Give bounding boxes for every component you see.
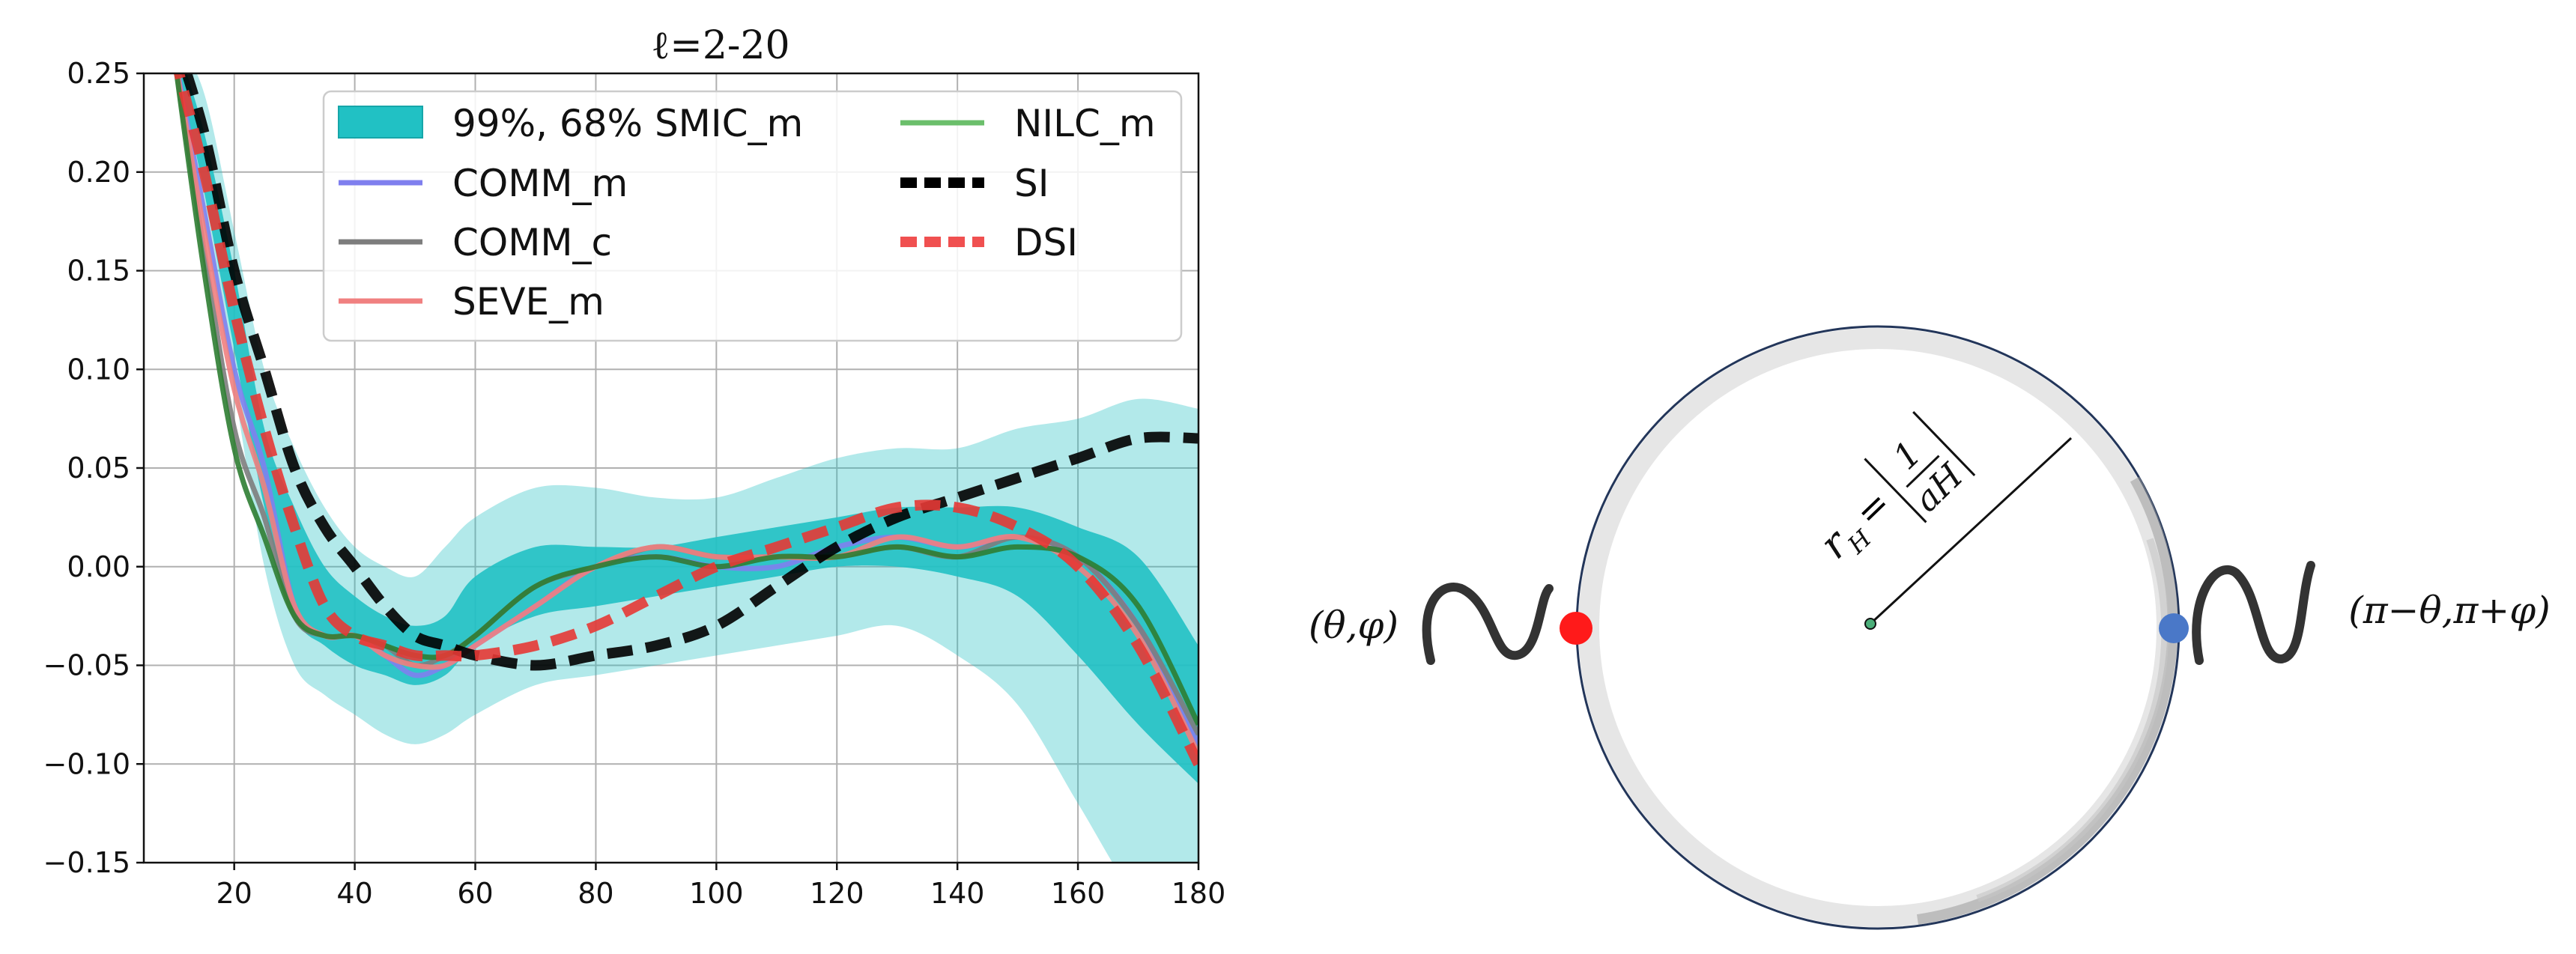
y-tick-label: 0.00 — [67, 550, 130, 583]
x-tick-label: 140 — [930, 877, 985, 910]
legend-frame — [322, 90, 1183, 342]
legend-label: SI — [1014, 162, 1049, 205]
x-tick-label: 40 — [336, 877, 372, 910]
legend-swatch — [338, 106, 423, 139]
legend-label: 99%, 68% SMIC_m — [452, 102, 803, 145]
series-dsi — [173, 73, 1198, 767]
y-tick-label: 0.25 — [67, 57, 130, 90]
chart: ℓ=2-20 20 40 60 80 100 120 140 160 180 −0.15 −0.10… — [43, 23, 1226, 910]
legend-entry: 99%, 68% SMIC_m — [338, 102, 803, 145]
legend-label: SEVE_m — [452, 280, 604, 323]
y-tick-label: −0.15 — [43, 846, 130, 879]
y-tick-label: 0.20 — [67, 156, 130, 189]
legend: 99%, 68% SMIC_m COMM_m COMM_c SEVE_m NILC_m S… — [322, 90, 1183, 342]
series-nilc-m — [174, 73, 1198, 726]
legend-entry: SEVE_m — [339, 280, 604, 323]
radius-line — [1869, 437, 2073, 625]
x-tick-label: 100 — [689, 877, 744, 910]
legend-label: DSI — [1014, 221, 1078, 264]
legend-entry: DSI — [900, 221, 1078, 264]
legend-entry: SI — [900, 162, 1049, 205]
legend-entry: COMM_c — [339, 221, 612, 264]
x-tick-label: 60 — [457, 877, 493, 910]
diagram: r H = 1 aH (θ,φ) (π−θ,π+φ) — [1309, 325, 2551, 930]
chart-title: ℓ=2-20 — [651, 23, 790, 68]
y-tick-label: 0.10 — [67, 353, 130, 386]
right-wave-glyph — [2192, 561, 2315, 665]
tick-layer: 20 40 60 80 100 120 140 160 180 −0.15 −0.10 −0.05 0.… — [43, 57, 1226, 910]
horizon-shadow-soft — [1976, 538, 2169, 902]
x-tick-label: 80 — [578, 877, 613, 910]
right-point-label: (π−θ,π+φ) — [2348, 589, 2551, 632]
left-point-label: (θ,φ) — [1309, 604, 1398, 647]
y-tick-label: 0.15 — [67, 255, 130, 288]
series-seve-m — [175, 73, 1198, 756]
legend-entry: NILC_m — [900, 102, 1156, 145]
legend-entries: 99%, 68% SMIC_m COMM_m COMM_c SEVE_m NILC_m S… — [338, 102, 1156, 323]
legend-label: COMM_c — [452, 221, 612, 264]
series-si — [181, 73, 1198, 671]
center-point — [1864, 618, 1876, 630]
legend-entry: COMM_m — [339, 162, 628, 205]
y-tick-label: −0.10 — [43, 747, 130, 780]
horizon-shadow — [1916, 476, 2178, 925]
y-tick-label: −0.05 — [43, 649, 130, 682]
left-point — [1560, 612, 1592, 645]
x-tick-label: 160 — [1051, 877, 1106, 910]
legend-label: COMM_m — [452, 162, 628, 205]
x-tick-label: 20 — [216, 877, 252, 910]
x-tick-label: 180 — [1172, 877, 1226, 910]
legend-label: NILC_m — [1014, 102, 1156, 145]
right-point — [2159, 613, 2189, 643]
series-layer — [173, 73, 1198, 767]
left-wave-glyph — [1422, 583, 1554, 665]
y-tick-label: 0.05 — [67, 452, 130, 484]
x-tick-label: 120 — [810, 877, 864, 910]
